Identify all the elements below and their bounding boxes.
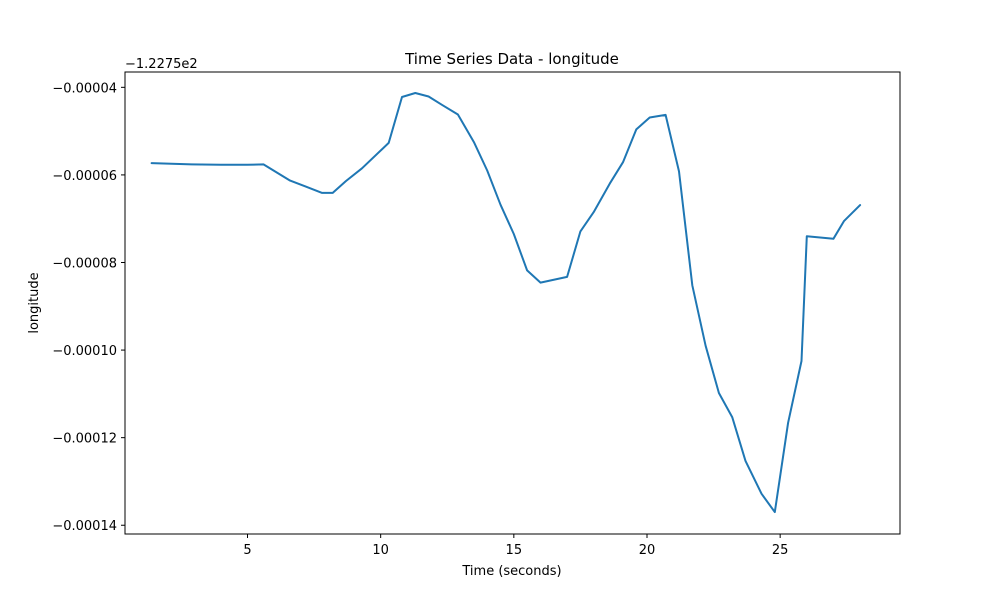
y-tick-label: −0.00014 [52,519,117,534]
x-axis-ticks: 5 10 15 20 25 [243,534,788,558]
x-axis-label: Time (seconds) [461,564,561,579]
x-tick-label: 25 [772,543,789,558]
x-tick-label: 15 [506,543,523,558]
chart-title: Time Series Data - longitude [404,50,619,68]
y-tick-label: −0.00010 [52,344,117,359]
x-tick-label: 20 [639,543,656,558]
y-axis-label: longitude [27,272,42,333]
y-tick-label: −0.00008 [52,256,117,271]
y-tick-label: −0.00006 [52,169,117,184]
series-line [150,92,862,514]
plot-area-frame [124,71,901,535]
y-axis-offset-label: −1.2275e2 [125,57,198,72]
x-tick-label: 5 [243,543,251,558]
y-tick-label: −0.00004 [52,81,117,96]
y-axis-ticks: −0.00004 −0.00006 −0.00008 −0.00010 −0.00012… [52,81,125,534]
x-tick-label: 10 [372,543,389,558]
series-layer [150,92,862,514]
y-tick-label: −0.00012 [52,432,117,447]
